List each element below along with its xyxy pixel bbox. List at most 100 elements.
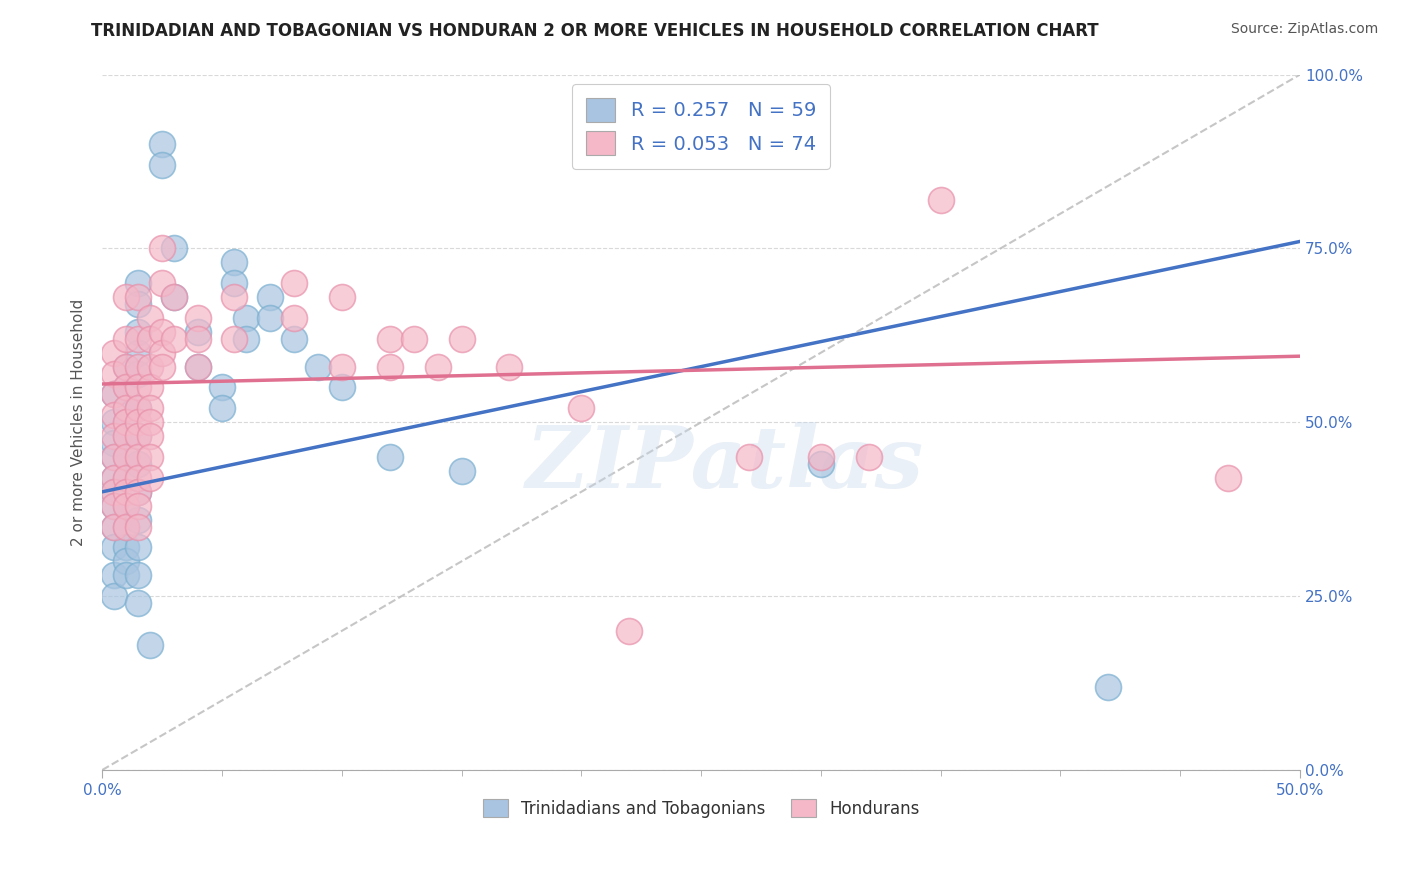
Point [163, 241, 186, 255]
Point [127, 380, 149, 394]
Point [115, 554, 138, 568]
Point [127, 401, 149, 416]
Point [426, 359, 449, 374]
Point [115, 401, 138, 416]
Point [127, 332, 149, 346]
Point [211, 401, 233, 416]
Point [127, 359, 149, 374]
Point [139, 450, 162, 464]
Y-axis label: 2 or more Vehicles in Household: 2 or more Vehicles in Household [72, 299, 86, 546]
Point [103, 484, 125, 499]
Point [103, 436, 125, 450]
Point [103, 541, 125, 555]
Point [619, 624, 641, 638]
Point [115, 499, 138, 513]
Point [127, 484, 149, 499]
Point [810, 457, 832, 471]
Point [150, 345, 173, 359]
Point [929, 193, 952, 207]
Point [222, 290, 245, 304]
Point [115, 471, 138, 485]
Text: TRINIDADIAN AND TOBAGONIAN VS HONDURAN 2 OR MORE VEHICLES IN HOUSEHOLD CORRELATI: TRINIDADIAN AND TOBAGONIAN VS HONDURAN 2… [91, 22, 1099, 40]
Point [115, 484, 138, 499]
Point [163, 332, 186, 346]
Point [139, 401, 162, 416]
Point [283, 310, 305, 325]
Point [150, 276, 173, 290]
Point [115, 332, 138, 346]
Point [235, 332, 257, 346]
Point [103, 387, 125, 401]
Point [127, 450, 149, 464]
Point [858, 450, 880, 464]
Point [402, 332, 425, 346]
Point [569, 401, 592, 416]
Point [127, 290, 149, 304]
Point [283, 332, 305, 346]
Point [115, 401, 138, 416]
Point [450, 464, 472, 478]
Point [115, 380, 138, 394]
Point [103, 519, 125, 533]
Point [115, 541, 138, 555]
Point [139, 310, 162, 325]
Point [103, 409, 125, 423]
Point [330, 290, 353, 304]
Point [187, 332, 209, 346]
Point [498, 359, 520, 374]
Point [259, 310, 281, 325]
Point [115, 450, 138, 464]
Point [115, 290, 138, 304]
Point [378, 359, 401, 374]
Point [115, 519, 138, 533]
Point [283, 276, 305, 290]
Point [115, 519, 138, 533]
Point [115, 359, 138, 374]
Point [127, 297, 149, 311]
Point [127, 541, 149, 555]
Point [330, 359, 353, 374]
Point [115, 499, 138, 513]
Point [115, 429, 138, 443]
Point [127, 519, 149, 533]
Point [450, 332, 472, 346]
Point [115, 415, 138, 429]
Point [187, 325, 209, 339]
Point [211, 380, 233, 394]
Point [139, 380, 162, 394]
Point [103, 484, 125, 499]
Point [810, 450, 832, 464]
Point [139, 471, 162, 485]
Point [103, 450, 125, 464]
Legend: Trinidadians and Tobagonians, Hondurans: Trinidadians and Tobagonians, Hondurans [477, 793, 927, 824]
Point [222, 276, 245, 290]
Point [127, 484, 149, 499]
Point [127, 499, 149, 513]
Point [127, 415, 149, 429]
Point [115, 450, 138, 464]
Point [103, 499, 125, 513]
Point [738, 450, 761, 464]
Point [139, 415, 162, 429]
Point [103, 415, 125, 429]
Point [127, 513, 149, 527]
Point [115, 415, 138, 429]
Point [235, 310, 257, 325]
Point [139, 359, 162, 374]
Point [127, 325, 149, 339]
Point [115, 429, 138, 443]
Point [103, 589, 125, 603]
Point [222, 255, 245, 269]
Text: ZIPatlas: ZIPatlas [526, 422, 924, 506]
Point [187, 359, 209, 374]
Point [163, 290, 186, 304]
Point [103, 471, 125, 485]
Text: Source: ZipAtlas.com: Source: ZipAtlas.com [1230, 22, 1378, 37]
Point [378, 450, 401, 464]
Point [127, 471, 149, 485]
Point [103, 519, 125, 533]
Point [115, 380, 138, 394]
Point [115, 359, 138, 374]
Point [187, 359, 209, 374]
Point [139, 429, 162, 443]
